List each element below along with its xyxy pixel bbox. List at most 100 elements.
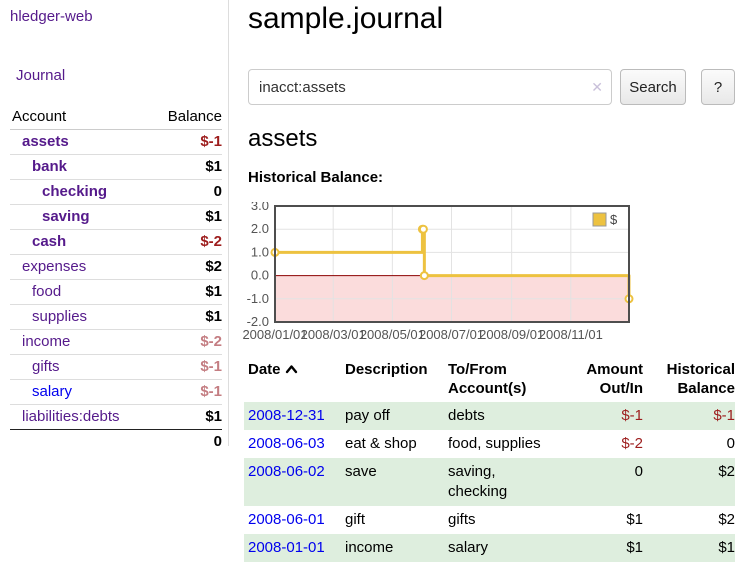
account-link-income[interactable]: income (22, 333, 71, 350)
y-tick-label: -1.0 (247, 291, 269, 306)
register-header-row: Date Description To/From Account(s) Amou… (244, 358, 735, 402)
transaction-balance: $1 (718, 539, 735, 556)
account-balance: $-1 (150, 379, 222, 405)
transaction-accounts: gifts (448, 511, 476, 528)
page-title: sample.journal (248, 2, 444, 35)
data-point-marker (418, 224, 428, 234)
column-header-description: Description (345, 361, 428, 378)
account-link-saving[interactable]: saving (42, 208, 90, 225)
x-tick-label: 2008/05/01 (360, 327, 425, 342)
transaction-accounts: food, supplies (448, 435, 541, 452)
y-tick-label: 3.0 (251, 202, 269, 213)
transaction-description: pay off (345, 407, 390, 424)
clear-search-icon[interactable]: ✕ (591, 79, 603, 95)
app-title-link[interactable]: hledger-web (10, 8, 93, 25)
transaction-description: gift (345, 511, 366, 528)
search-button[interactable]: Search (620, 69, 686, 105)
x-tick-label: 2008/03/01 (301, 327, 366, 342)
search-input[interactable] (248, 69, 612, 105)
account-row: gifts $-1 (10, 354, 222, 380)
sidebar-divider (228, 0, 229, 446)
register-row: 2008-06-01 gift gifts $1 $2 (244, 506, 735, 534)
account-link-gifts[interactable]: gifts (32, 358, 60, 375)
accounts-total-row: 0 (10, 429, 222, 454)
account-balance: $1 (150, 304, 222, 330)
transaction-balance: $2 (718, 463, 735, 480)
historical-balance-chart: $3.0 2.0 1.0 0.0 -1.0 -2.0 2008/01/01 2008/03/0… (242, 198, 642, 352)
column-header-date[interactable]: Date (244, 358, 345, 402)
x-tick-label: 2008/11/01 (539, 327, 603, 342)
account-link-cash[interactable]: cash (32, 233, 67, 250)
transaction-amount: $1 (626, 511, 643, 528)
account-link-bank[interactable]: bank (32, 158, 68, 175)
account-link-salary[interactable]: salary (32, 383, 73, 400)
account-balance: $1 (150, 154, 222, 180)
account-link-supplies[interactable]: supplies (32, 308, 88, 325)
transaction-date-link[interactable]: 2008-06-03 (248, 435, 325, 452)
account-row: saving $1 (10, 204, 222, 230)
transaction-balance: 0 (726, 435, 735, 452)
account-link-assets[interactable]: assets (22, 133, 69, 150)
account-row: bank $1 (10, 154, 222, 180)
help-button[interactable]: ? (701, 69, 735, 105)
accounts-total-balance: 0 (150, 429, 222, 454)
data-point-marker (419, 271, 429, 281)
x-tick-label: 2008/01/01 (242, 327, 307, 342)
transaction-date-link[interactable]: 2008-12-31 (248, 407, 325, 424)
transaction-date-link[interactable]: 2008-01-01 (248, 539, 325, 556)
sidebar-accounts-table: Account Balance assets $-1 bank $1 check… (10, 106, 222, 454)
account-row: assets $-1 (10, 130, 222, 155)
account-balance: $-1 (200, 133, 222, 150)
transaction-description: income (345, 539, 394, 556)
account-link-liabilities-debts[interactable]: liabilities:debts (22, 408, 120, 425)
x-tick-label: 2008/09/01 (479, 327, 544, 342)
account-link-expenses[interactable]: expenses (22, 258, 87, 275)
transaction-date-link[interactable]: 2008-06-02 (248, 463, 325, 480)
account-row: liabilities:debts $1 (10, 404, 222, 430)
account-balance: 0 (150, 179, 222, 205)
transaction-balance: $2 (718, 511, 735, 528)
sidebar-item-journal[interactable]: Journal (16, 67, 66, 84)
plot-border (274, 205, 630, 323)
account-row: expenses $2 (10, 254, 222, 280)
y-tick-label: 1.0 (251, 244, 269, 259)
account-row: checking 0 (10, 179, 222, 205)
account-balance: $-1 (150, 354, 222, 380)
accounts-header-row: Account Balance (10, 106, 222, 130)
legend-label: $ (610, 212, 618, 227)
account-row: cash $-2 (10, 229, 222, 255)
column-header-account: Account (10, 106, 151, 130)
register-row: 2008-06-03 eat & shop food, supplies $-2… (244, 430, 735, 458)
register-row: 2008-01-01 income salary $1 $1 (244, 534, 735, 562)
chart-svg: $3.0 2.0 1.0 0.0 -1.0 -2.02008/01/012008/03/0… (242, 198, 634, 342)
column-header-balance: Balance (150, 106, 222, 130)
account-row: salary $-1 (10, 379, 222, 405)
sidebar: hledger-web Journal Account Balance asse… (0, 0, 228, 454)
transaction-amount: $-2 (621, 435, 643, 452)
sort-ascending-icon (285, 360, 298, 379)
transaction-amount: $1 (626, 539, 643, 556)
account-balance: $1 (150, 204, 222, 230)
account-link-checking[interactable]: checking (42, 183, 108, 200)
register-row: 2008-06-02 save saving, checking 0 $2 (244, 458, 735, 506)
transaction-description: eat & shop (345, 435, 417, 452)
column-header-balance: Historical Balance (666, 361, 735, 397)
transaction-description: save (345, 463, 377, 480)
column-header-account: To/From Account(s) (448, 361, 527, 397)
account-balance: $-2 (150, 229, 222, 255)
transaction-amount: $-1 (621, 407, 643, 424)
y-tick-label: 0.0 (251, 268, 269, 283)
account-link-food[interactable]: food (32, 283, 62, 300)
search-box: ✕ (248, 69, 612, 105)
account-balance: $2 (150, 254, 222, 280)
transaction-date-link[interactable]: 2008-06-01 (248, 511, 325, 528)
x-tick-label: 2008/07/01 (419, 327, 484, 342)
transaction-balance: $-1 (713, 407, 735, 424)
account-row: food $1 (10, 279, 222, 305)
register-row: 2008-12-31 pay off debts $-1 $-1 (244, 402, 735, 430)
register-table: Date Description To/From Account(s) Amou… (244, 358, 735, 562)
account-balance: $-2 (150, 329, 222, 355)
transaction-accounts: debts (448, 407, 485, 424)
account-balance: $1 (150, 404, 222, 430)
